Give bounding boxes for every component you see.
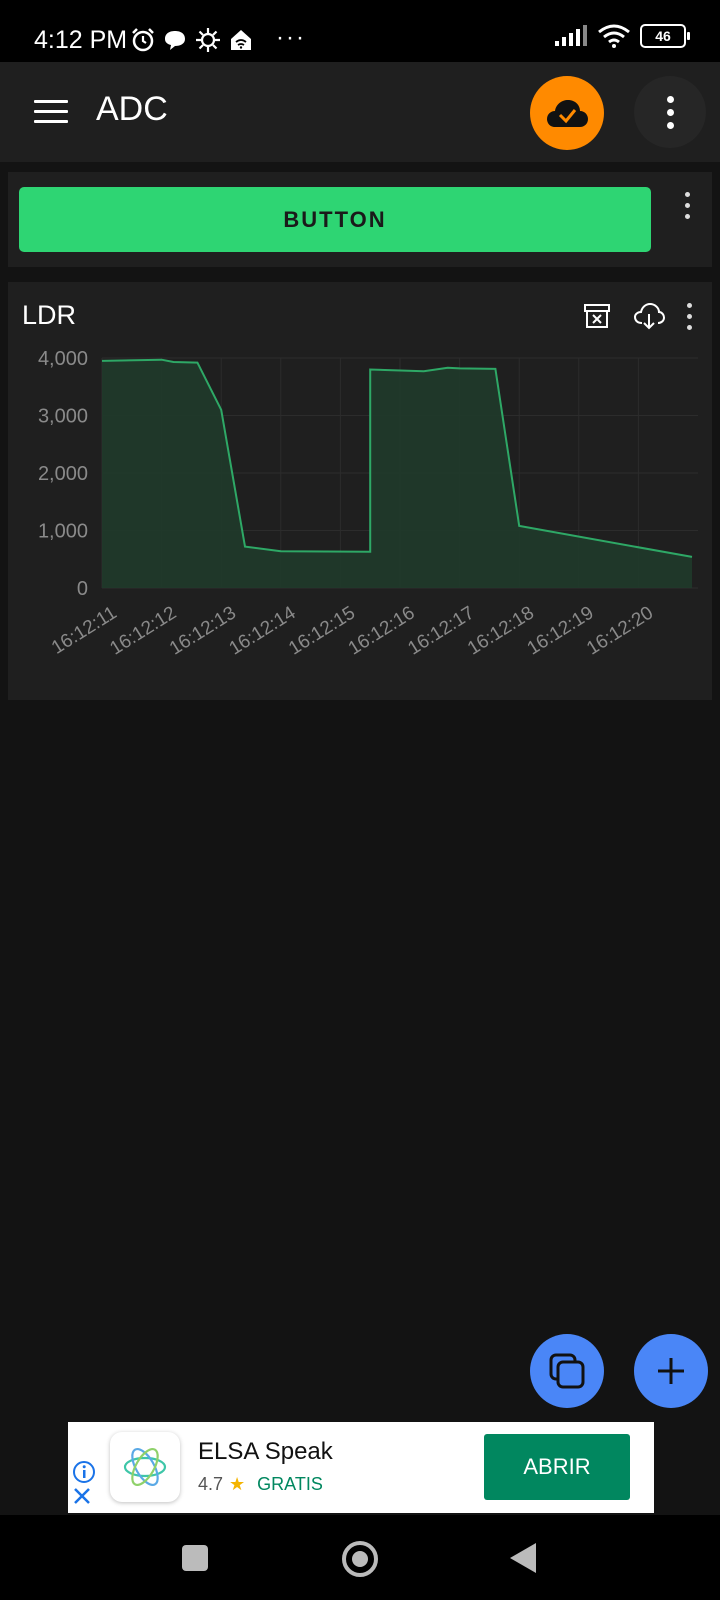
- x-tick-label: 16:12:14: [226, 602, 300, 659]
- button-widget-menu[interactable]: [685, 192, 690, 219]
- y-tick-label: 4,000: [38, 348, 88, 370]
- battery-level: 46: [655, 28, 671, 44]
- widget-button[interactable]: BUTTON: [19, 187, 651, 252]
- settings-icon: [196, 28, 220, 52]
- status-system-icons: 46: [554, 24, 690, 48]
- x-tick-label: 16:12:20: [583, 602, 657, 659]
- button-widget-card: BUTTON: [8, 172, 712, 267]
- menu-icon[interactable]: [34, 100, 68, 124]
- battery-icon: 46: [640, 24, 690, 48]
- ad-rating-value: 4.7: [198, 1474, 224, 1494]
- ad-price: GRATIS: [257, 1474, 323, 1494]
- y-tick-label: 2,000: [38, 463, 88, 485]
- cloud-sync-button[interactable]: [530, 76, 604, 150]
- series-area: [102, 359, 692, 588]
- ad-app-name: ELSA Speak: [198, 1438, 333, 1465]
- more-vert-icon[interactable]: [687, 302, 692, 330]
- y-tick-label: 1,000: [38, 521, 88, 543]
- cloud-download-icon[interactable]: [633, 302, 665, 330]
- x-tick-label: 16:12:19: [524, 602, 598, 659]
- wifi-icon: [598, 24, 630, 48]
- ad-rating: 4.7 ★ GRATIS: [198, 1474, 323, 1495]
- page-title: ADC: [96, 90, 168, 128]
- ad-close-icon[interactable]: [72, 1486, 92, 1506]
- y-tick-label: 0: [77, 578, 88, 600]
- add-widget-button[interactable]: [634, 1334, 708, 1408]
- status-bar: 4:12 PM ···: [0, 0, 720, 62]
- x-tick-label: 16:12:17: [404, 602, 478, 659]
- signal-icon: [555, 25, 587, 46]
- navigation-bar: [0, 1515, 720, 1600]
- x-tick-label: 16:12:15: [285, 602, 359, 659]
- app-bar: ADC: [0, 62, 720, 162]
- chart-actions: [583, 302, 692, 330]
- alarm-icon: [132, 28, 154, 52]
- star-icon: ★: [229, 1474, 246, 1494]
- back-icon[interactable]: [510, 1543, 536, 1573]
- cloud-check-icon: [547, 100, 588, 127]
- home-icon[interactable]: [342, 1541, 378, 1577]
- x-tick-label: 16:12:18: [464, 602, 538, 659]
- x-tick-label: 16:12:11: [48, 602, 121, 658]
- recents-icon[interactable]: [182, 1545, 208, 1571]
- x-tick-label: 16:12:13: [166, 602, 240, 659]
- more-options-button[interactable]: [634, 76, 706, 148]
- more-vert-icon: [666, 95, 674, 129]
- ad-banner[interactable]: ELSA Speak 4.7 ★ GRATIS ABRIR: [68, 1422, 654, 1513]
- ldr-chart: 4,0003,0002,0001,000016:12:1116:12:1216:…: [38, 348, 698, 659]
- elsa-logo-icon: [123, 1448, 167, 1486]
- chat-icon: [165, 31, 185, 50]
- ad-open-button[interactable]: ABRIR: [484, 1434, 630, 1500]
- archive-clear-icon[interactable]: [583, 302, 611, 330]
- series-line: [101, 358, 693, 558]
- x-tick-label: 16:12:16: [345, 602, 419, 659]
- x-tick-label: 16:12:12: [106, 602, 180, 659]
- chart-widget-card: 4,000 3,000 2,000 1,000 0 16:12:11 16:12:12 16:…: [8, 282, 712, 700]
- chart-title: LDR: [22, 300, 77, 330]
- status-notification-icons: [130, 25, 254, 55]
- home-wifi-icon: [231, 30, 251, 50]
- copy-icon: [549, 1353, 585, 1389]
- copy-widgets-button[interactable]: [530, 1334, 604, 1408]
- y-tick-label: 3,000: [38, 406, 88, 428]
- status-time: 4:12 PM: [34, 26, 128, 54]
- add-icon: [658, 1358, 684, 1384]
- more-vert-icon: [685, 192, 690, 219]
- ad-info-icon[interactable]: [72, 1460, 96, 1484]
- status-overflow: ···: [276, 24, 306, 51]
- ad-app-logo: [110, 1432, 180, 1502]
